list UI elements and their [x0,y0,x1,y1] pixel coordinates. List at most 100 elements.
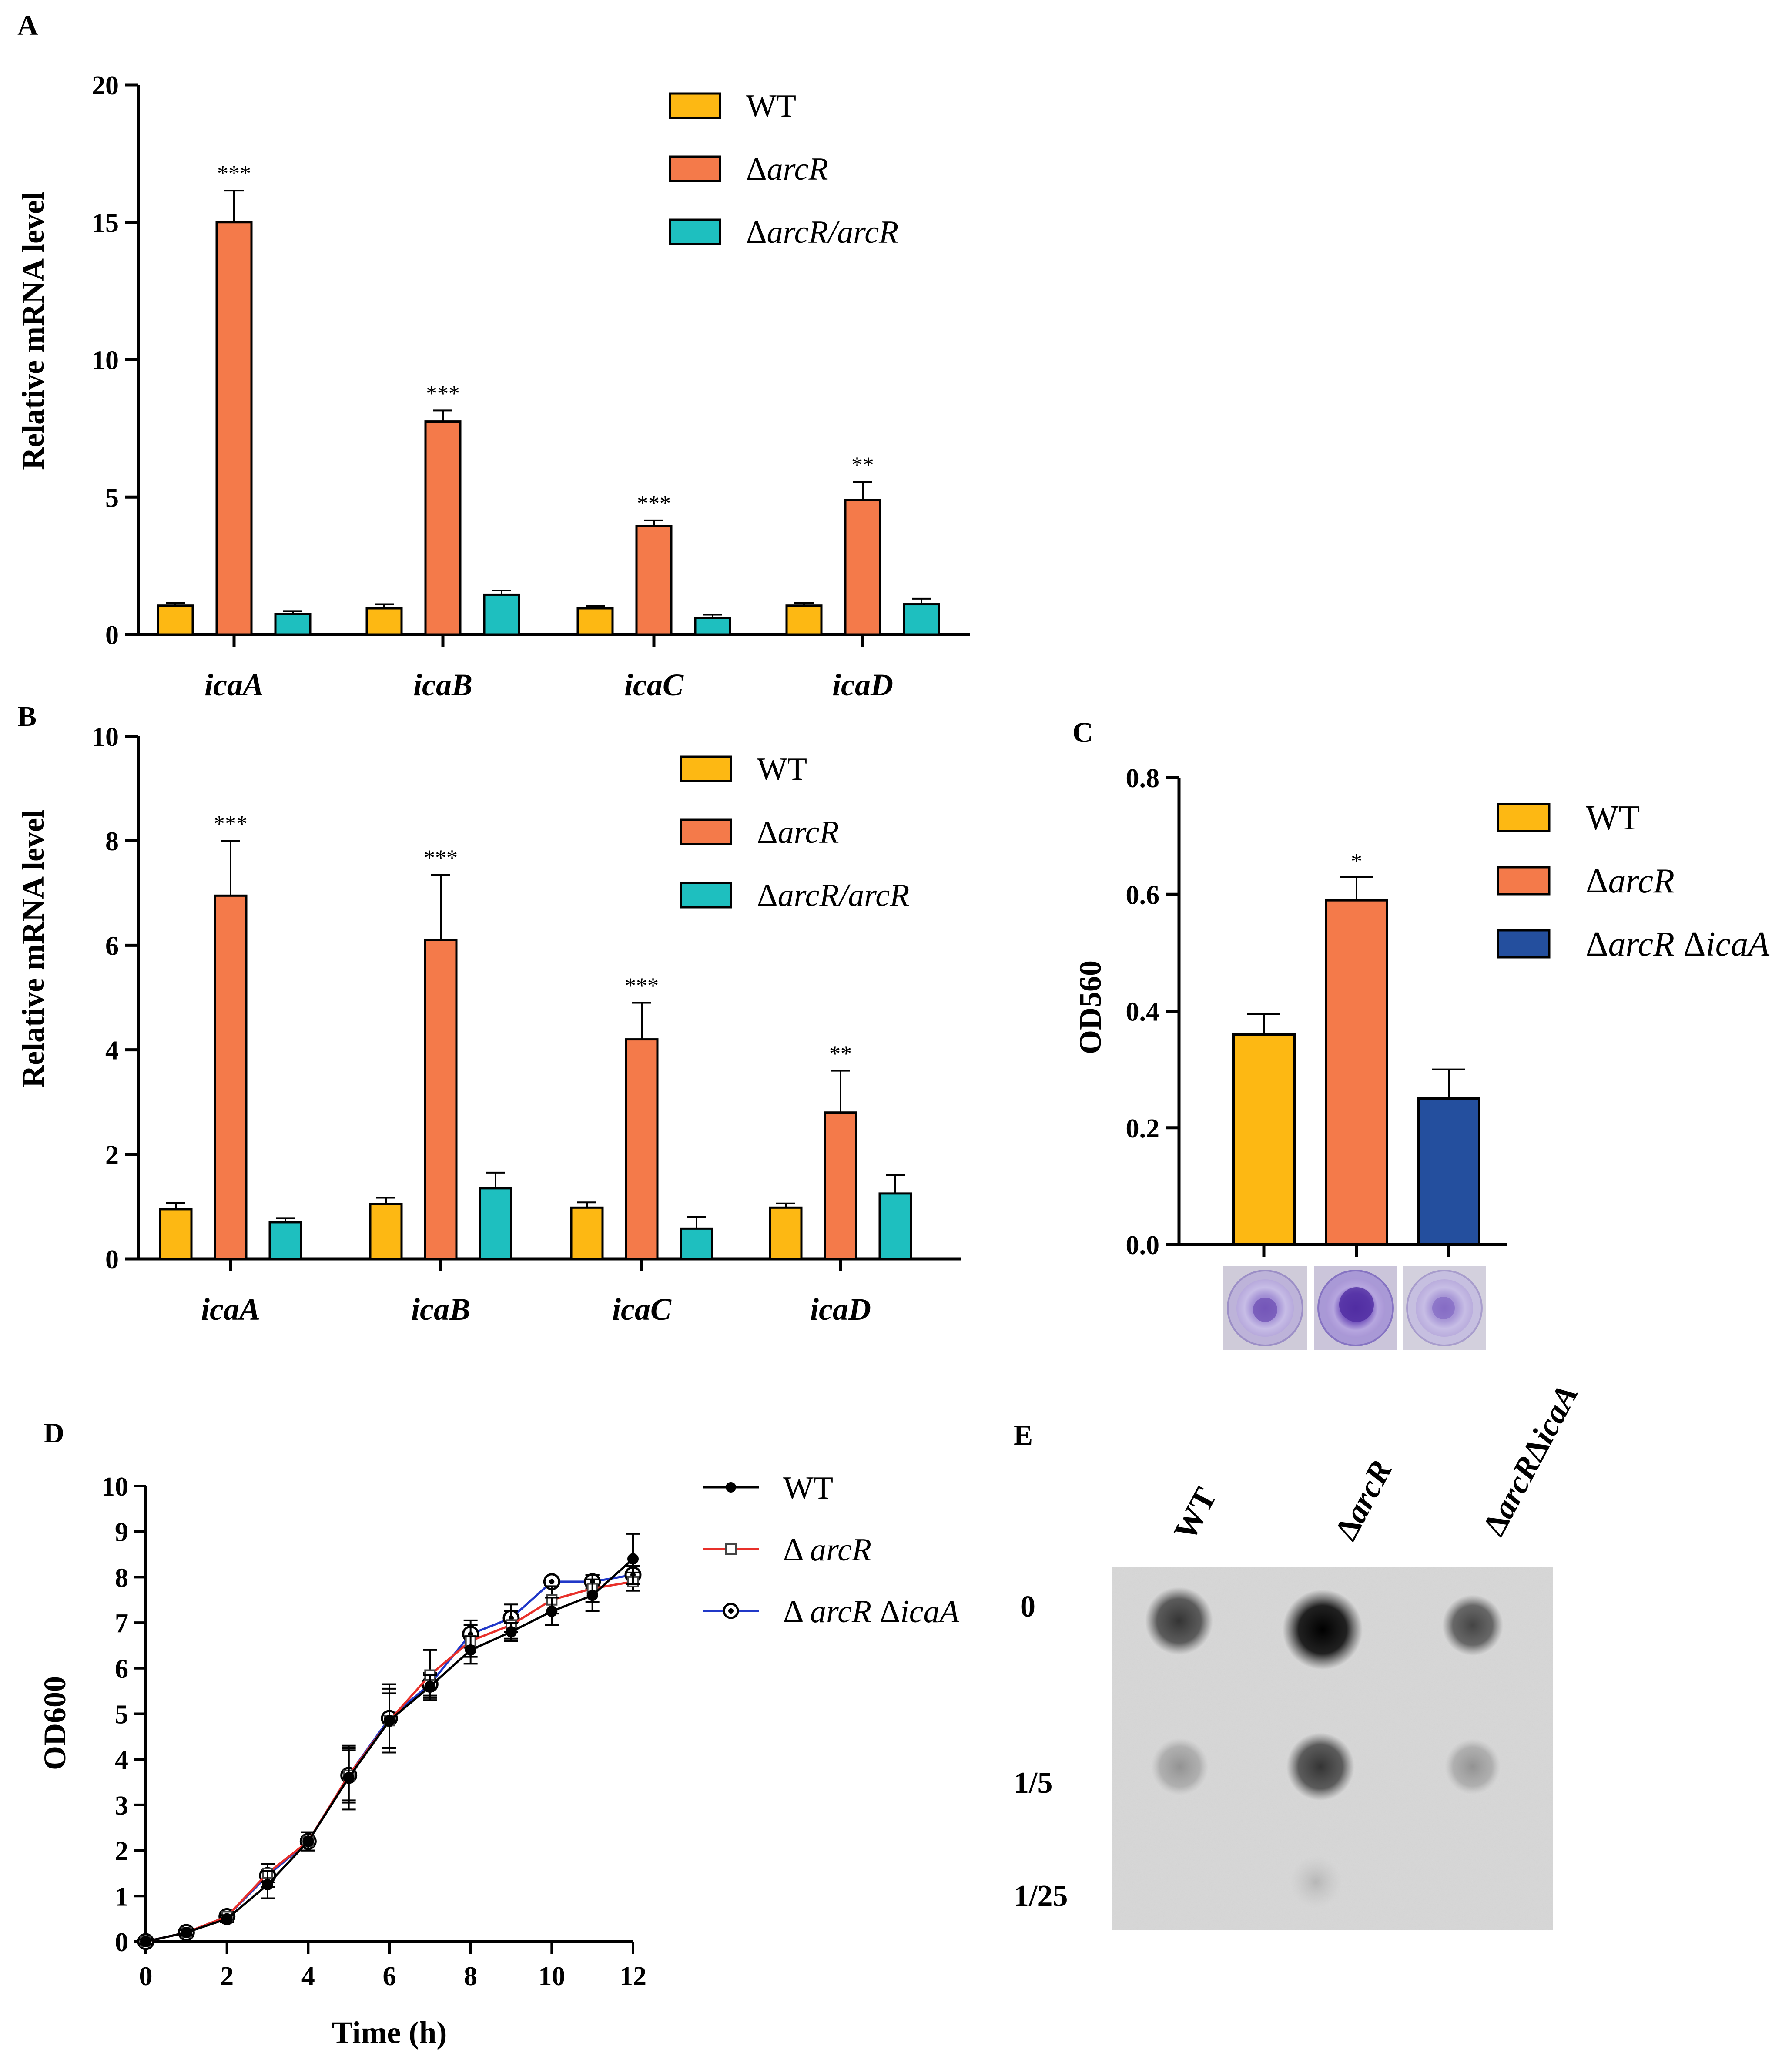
point-wt [262,1879,273,1891]
well-photo-wt [1223,1266,1307,1350]
panel-b-letter: B [17,701,37,732]
category-label: icaC [624,668,684,702]
legend-swatch [669,218,721,245]
y-tick-label: 1 [115,1882,128,1912]
legend-label-part4: icaA [900,1594,959,1630]
bar--arcr-icab [424,939,458,1260]
y-tick-label: 0.2 [1126,1114,1160,1144]
significance-label: *** [424,845,458,870]
point-wt [181,1927,192,1939]
bar--arcr-icab [424,420,462,636]
y-tick-label: 2 [105,1141,119,1170]
category-label: icaC [612,1292,672,1327]
legend-label: Δ arcR ΔicaA [783,1594,960,1630]
y-tick-label: 10 [101,1472,128,1502]
legend-marker-center [728,1608,734,1614]
bar--arcr-icad [844,499,881,636]
x-tick-label: 0 [139,1962,153,1991]
category-label: icaD [810,1292,871,1327]
significance-label: *** [217,161,251,186]
legend-label-part1: Δ [746,151,767,187]
panel-b-categories: icaA icaB icaC icaD [201,1292,871,1327]
legend-label: WT [1586,799,1640,837]
significance-label: ** [829,1042,852,1067]
bar--arcr-arcr-icab [483,593,520,636]
legend-label-part3: Δ [871,1594,900,1630]
legend-label-part2: arcR [778,815,839,850]
panel-a-ylabel: Relative mRNA level [16,191,50,470]
legend-label-part1: WT [1586,799,1640,837]
y-tick-label: 5 [105,483,119,513]
x-tick-label: 2 [220,1962,234,1991]
legend-label-part1: Δ [757,815,778,850]
legend-label-part1: Δ [746,215,767,250]
legend-label: ΔarcR ΔicaA [1586,925,1770,963]
bar-wt-icad [769,1206,803,1260]
legend-label-part4: icaA [1705,925,1770,963]
legend-label-part1: Δ [1586,925,1608,963]
spot-wt-0 [1145,1587,1213,1655]
well-photo-arcr [1314,1266,1397,1350]
legend-label-part2: arcR/arcR [778,878,910,913]
y-tick-label: 10 [92,722,119,752]
y-tick-label: 4 [105,1036,119,1066]
legend-label-part1: WT [783,1470,833,1506]
y-tick-label: 0 [105,1245,119,1275]
bar--arcr [1325,899,1388,1246]
bar-wt-icaa [159,1208,193,1260]
significance-label: *** [637,491,671,516]
y-tick-label: 10 [92,346,119,376]
legend-marker [725,1543,737,1555]
panel-d-lines [137,1533,642,1950]
spot-wt-1-5 [1151,1738,1209,1795]
legend-swatch [1497,929,1551,959]
legend-label: ΔarcR/arcR [746,215,898,250]
spot-arcr-0 [1283,1590,1363,1670]
legend-swatch [1497,803,1551,832]
y-tick-label: 0.0 [1126,1231,1160,1260]
point-wt [465,1644,476,1656]
well-photo-double [1403,1266,1486,1350]
x-tick-label: 4 [301,1962,315,1991]
legend-label-part2: arcR [1608,925,1675,963]
panel-c-ylabel: OD560 [1073,960,1108,1054]
y-tick-label: 7 [115,1609,128,1638]
panel-d-legend: WTΔ arcRΔ arcR ΔicaA [703,1470,960,1630]
bar--arcr-arcr-icaa [268,1221,302,1260]
panel-e-column-labels: WT ΔarcR ΔarcRΔicaA [1167,1379,1585,1546]
y-tick-label: 15 [92,208,119,238]
bar--arcr-icad [824,1111,857,1260]
legend-label: Δ arcR [783,1532,871,1568]
panel-e-letter: E [1014,1419,1033,1451]
y-tick-label: 0 [105,621,119,650]
significance-label: *** [214,812,248,836]
legend-label-part1: Δ [783,1532,810,1568]
crystal-violet-wells [1223,1266,1486,1350]
dot-blot-membrane [1112,1567,1553,1930]
bar-wt-icac [576,607,614,636]
legend-label: WT [783,1470,833,1506]
point-wt [302,1835,314,1847]
point-wt [506,1626,517,1638]
legend-label-part2: arcR/arcR [767,215,899,250]
y-tick-label: 2 [115,1837,128,1866]
panel-e: E WT ΔarcR ΔarcRΔicaA 0 1/5 1/25 [1014,1379,1585,1930]
bar--arcr-arcr-icad [903,603,940,636]
legend-label-part2: arcR [810,1532,871,1568]
x-tick-label: 8 [464,1962,477,1991]
x-tick-label: 10 [538,1962,565,1991]
point-wt [546,1605,558,1617]
bar--arcr-arcr-icac [680,1227,713,1260]
bar-wt-icab [369,1203,403,1260]
y-tick-label: 20 [92,71,119,101]
y-tick-label: 0 [115,1928,128,1957]
legend-label-part1: WT [757,751,807,787]
legend-swatch [680,755,732,782]
